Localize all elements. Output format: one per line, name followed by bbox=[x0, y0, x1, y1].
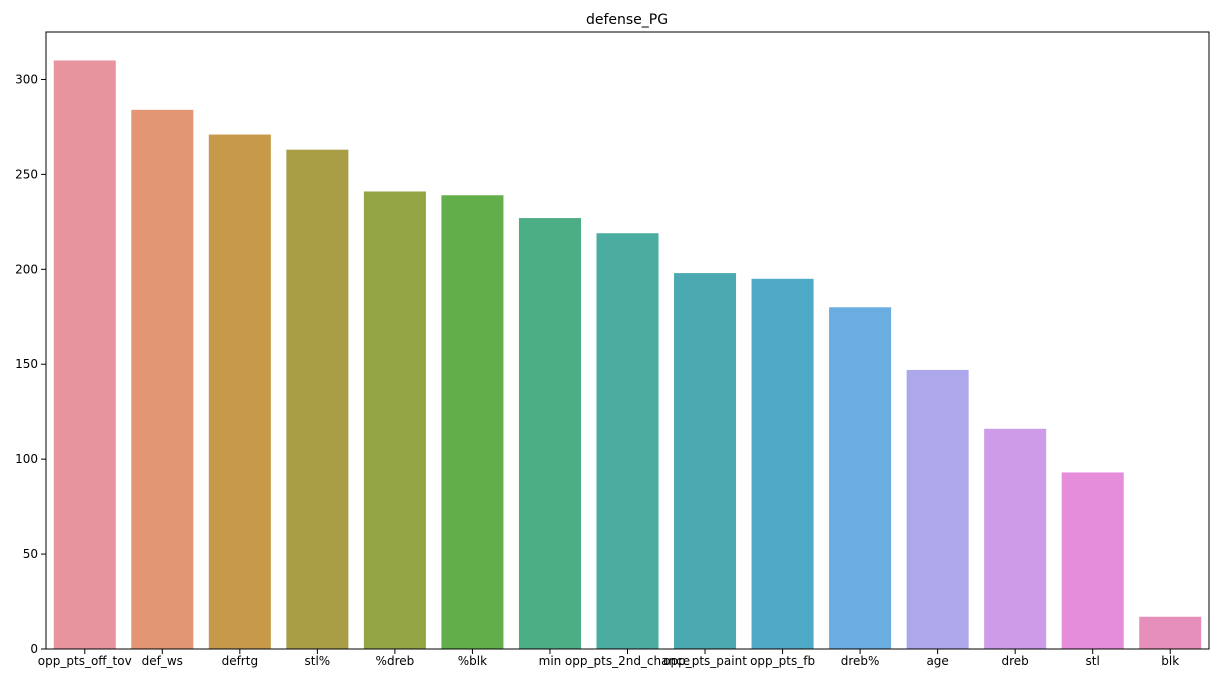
x-tick-label: %dreb bbox=[376, 654, 415, 668]
x-tick-label: def_ws bbox=[142, 654, 183, 668]
y-tick-label: 100 bbox=[15, 452, 38, 466]
x-tick-label: %blk bbox=[458, 654, 487, 668]
x-axis: opp_pts_off_tov def_ws defrtg stl% %dreb %blk… bbox=[38, 649, 1179, 668]
bar bbox=[518, 218, 581, 649]
bar bbox=[1139, 616, 1202, 649]
plot-frame bbox=[45, 31, 1210, 650]
bar bbox=[286, 149, 349, 649]
x-tick-label: opp_pts_2nd_chance bbox=[565, 654, 690, 668]
bar bbox=[363, 191, 426, 649]
y-tick-label: 300 bbox=[15, 72, 38, 86]
y-tick-label: 150 bbox=[15, 357, 38, 371]
y-tick-label: 250 bbox=[15, 167, 38, 181]
bar bbox=[674, 273, 737, 649]
x-tick-label: blk bbox=[1161, 654, 1179, 668]
bar bbox=[441, 195, 504, 649]
bar bbox=[596, 233, 659, 649]
x-tick-label: stl% bbox=[305, 654, 331, 668]
x-tick-label: defrtg bbox=[222, 654, 258, 668]
bar bbox=[1061, 472, 1124, 649]
y-tick-label: 0 bbox=[30, 642, 38, 656]
y-tick-label: 50 bbox=[23, 547, 38, 561]
x-tick-label: opp_pts_off_tov bbox=[38, 654, 132, 668]
x-tick-label: stl bbox=[1086, 654, 1100, 668]
bar bbox=[208, 134, 271, 650]
bar bbox=[906, 369, 969, 649]
x-tick-label: opp_pts_paint bbox=[663, 654, 747, 668]
bar bbox=[829, 307, 892, 649]
x-tick-label: min bbox=[539, 654, 562, 668]
x-tick-label: opp_pts_fb bbox=[750, 654, 815, 668]
y-tick-label: 200 bbox=[15, 262, 38, 276]
bar bbox=[751, 278, 814, 649]
chart-title: defense_PG bbox=[586, 12, 668, 28]
x-tick-label: age bbox=[926, 654, 948, 668]
bar bbox=[131, 109, 194, 650]
y-axis: 0 50 100 150 200 250 300 bbox=[15, 72, 46, 656]
x-tick-label: dreb bbox=[1002, 654, 1029, 668]
x-tick-label: dreb% bbox=[841, 654, 880, 668]
bar bbox=[53, 60, 116, 649]
bar bbox=[984, 428, 1047, 649]
bars bbox=[53, 60, 1202, 650]
